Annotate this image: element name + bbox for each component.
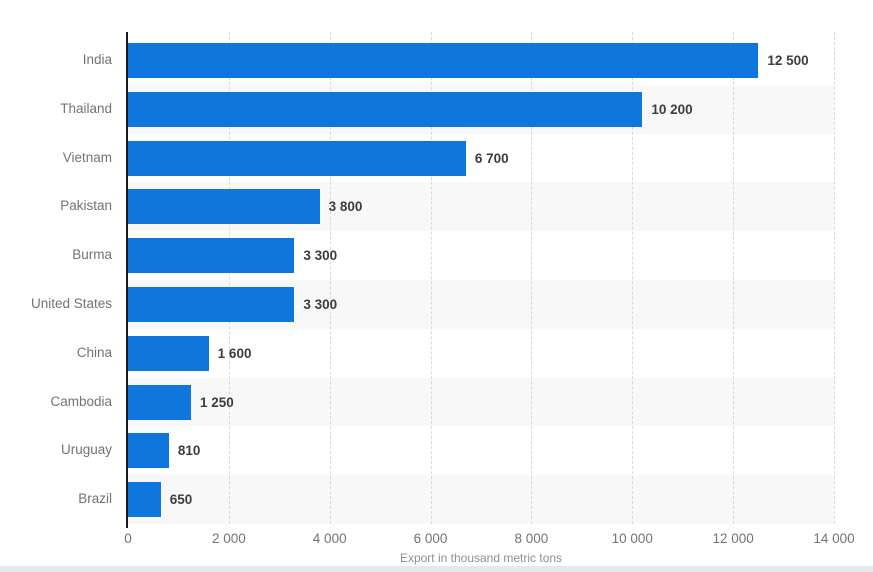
category-label: India [82,52,112,67]
value-label: 1 600 [217,345,252,361]
value-label: 810 [177,443,201,459]
x-tick-label: 14 000 [813,531,855,546]
value-label: 1 250 [200,394,234,410]
bar [128,433,169,469]
category-label: Uruguay [60,442,112,458]
bar [128,140,466,176]
bar [128,286,295,322]
category-label: Burma [72,247,112,263]
value-label: 3 800 [328,199,363,215]
gridline [834,32,835,524]
category-label: United States [30,296,112,311]
x-tick-label: 12 000 [712,531,754,546]
row-band [128,377,834,427]
x-tick-label: 8 000 [514,531,549,546]
bar [128,91,643,127]
value-label: 10 200 [651,101,693,117]
x-tick-label: 6 000 [413,531,448,546]
value-label: 3 300 [303,248,338,264]
value-label: 6 700 [474,150,509,166]
bar [128,335,209,371]
category-label: China [76,344,112,360]
category-label: Thailand [60,100,112,116]
x-tick-label: 0 [124,531,132,546]
footer-strip [0,566,873,572]
value-label: 12 500 [767,52,809,68]
value-label: 650 [169,492,193,508]
category-label: Brazil [78,491,112,507]
x-tick-label: 4 000 [312,531,347,546]
category-label: Cambodia [50,393,112,409]
category-label: Vietnam [62,149,112,165]
x-tick-label: 2 000 [211,531,246,546]
bar [128,189,320,225]
x-axis-title: Export in thousand metric tons [399,551,563,565]
bar [128,384,192,420]
value-label: 3 300 [303,296,338,312]
bar [128,482,161,518]
x-tick-label: 10 000 [611,531,653,546]
bar [128,42,759,78]
category-label: Pakistan [60,198,112,214]
row-band [128,475,834,524]
bar [128,238,295,274]
gridline [733,32,735,524]
